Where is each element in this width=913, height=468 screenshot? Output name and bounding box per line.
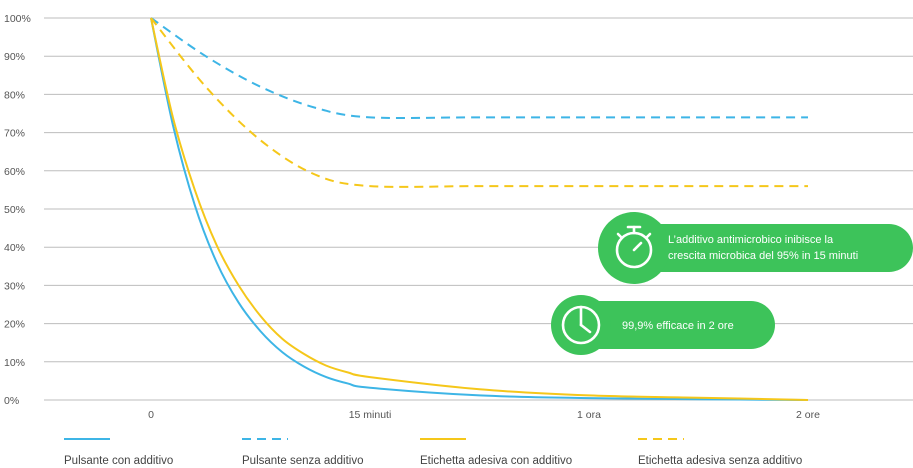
legend-label-1: Pulsante con additivo	[64, 455, 173, 467]
y-axis-ticks: 100% 90% 80% 70% 60% 50% 40% 30% 20% 10% 0%	[4, 13, 31, 407]
series-line-1	[150, 17, 809, 401]
series-line-3	[150, 17, 809, 401]
y-tick-label: 80%	[4, 89, 25, 101]
x-tick-label: 2 ore	[796, 409, 820, 421]
annotation-99-9-percent-pill	[570, 301, 775, 349]
y-tick-label: 100%	[4, 13, 31, 25]
annotation-95-percent: L’additivo antimicrobico inibisce la cre…	[598, 212, 913, 284]
y-tick-label: 40%	[4, 242, 25, 254]
y-tick-label: 20%	[4, 319, 25, 331]
annotation-95-percent-icon-circle	[598, 212, 670, 284]
y-tick-label: 60%	[4, 166, 25, 178]
y-tick-label: 50%	[4, 204, 25, 216]
x-tick-label: 15 minuti	[349, 409, 392, 421]
legend-label-4: Etichetta adesiva senza additivo	[638, 455, 802, 467]
y-tick-label: 0%	[4, 395, 19, 407]
legend-label-2: Pulsante senza additivo	[242, 455, 363, 467]
clock-icon	[561, 305, 601, 345]
series-lines	[150, 17, 809, 401]
x-tick-label: 1 ora	[577, 409, 601, 421]
annotation-95-percent-line-1: L’additivo antimicrobico inibisce la	[668, 234, 834, 246]
annotation-99-9-percent-text: 99,9% efficace in 2 ore	[622, 320, 734, 332]
stopwatch-icon	[615, 225, 653, 269]
y-tick-label: 70%	[4, 128, 25, 140]
y-tick-label: 90%	[4, 51, 25, 63]
series-line-4	[150, 17, 808, 188]
annotation-95-percent-line-2: crescita microbica del 95% in 15 minuti	[668, 250, 858, 262]
gridlines	[44, 17, 913, 401]
annotation-99-9-percent: 99,9% efficace in 2 ore	[551, 295, 775, 355]
legend: Pulsante con additivo Pulsante senza addi…	[64, 438, 802, 467]
x-axis-ticks: 0 15 minuti 1 ora 2 ore	[148, 409, 820, 421]
y-tick-label: 30%	[4, 280, 25, 292]
series-line-2	[150, 17, 808, 120]
annotation-95-percent-pill	[610, 224, 913, 272]
y-tick-label: 10%	[4, 357, 25, 369]
legend-label-3: Etichetta adesiva con additivo	[420, 455, 572, 467]
x-tick-label: 0	[148, 409, 154, 421]
